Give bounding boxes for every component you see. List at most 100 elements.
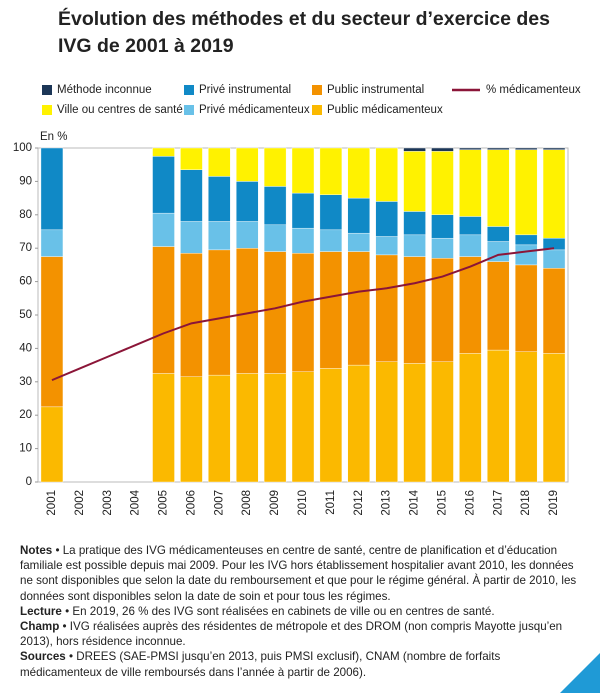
x-tick-label: 2017	[492, 490, 504, 516]
y-tick-label: 0	[26, 476, 32, 488]
bar-segment	[263, 186, 287, 226]
x-tick-label: 2015	[437, 490, 449, 516]
legend-swatch	[184, 105, 194, 115]
bar-segment	[208, 374, 231, 483]
bar-segment	[542, 249, 566, 269]
y-tick-label: 10	[19, 443, 32, 455]
legend-label: % médicamenteux	[486, 84, 581, 96]
bar-segment	[403, 147, 426, 152]
chart-title: Évolution des méthodes et du secteur d’e…	[58, 8, 550, 57]
x-tick-label: 2016	[464, 490, 476, 516]
bar-segment	[291, 371, 315, 483]
bar-segment	[459, 147, 482, 150]
bar-segment	[403, 151, 426, 212]
x-tick-label: 2018	[520, 490, 532, 516]
bar-segment	[487, 226, 510, 242]
note: Notes • La pratique des IVG médicamenteu…	[20, 543, 580, 604]
bar-segment	[347, 197, 370, 234]
y-axis-label: En %	[40, 131, 68, 143]
y-tick-label: 90	[19, 175, 32, 187]
legend-label: Ville ou centres de santé	[57, 104, 183, 116]
bar-segment	[208, 221, 231, 251]
bar-segment	[152, 156, 175, 214]
bar-segment	[514, 147, 538, 150]
legend-swatch	[312, 85, 322, 95]
bar-segment	[487, 261, 510, 351]
legend-label: Public instrumental	[327, 84, 424, 96]
bar-segment	[459, 234, 482, 257]
bar-segment	[431, 361, 454, 483]
legend-label: Privé médicamenteux	[199, 104, 310, 116]
y-tick-label: 80	[19, 209, 32, 221]
x-tick-label: 2006	[185, 490, 197, 516]
note-label: Notes	[20, 544, 53, 557]
bar-segment	[236, 147, 259, 182]
bar-segment	[263, 373, 287, 483]
legend-swatch	[312, 105, 322, 115]
bar-segment	[180, 376, 203, 483]
bar-segment	[514, 351, 538, 483]
y-tick-label: 70	[19, 242, 32, 254]
bar-segment	[542, 353, 566, 483]
bar-segment	[152, 246, 175, 374]
bar-segment	[180, 169, 203, 222]
bar-segment	[319, 229, 343, 252]
corner-decoration	[560, 653, 600, 693]
bar-segment	[180, 221, 203, 254]
bar-segment	[431, 214, 454, 239]
x-tick-label: 2011	[325, 490, 337, 515]
bar-segment	[459, 149, 482, 217]
bar-segment	[514, 244, 538, 266]
x-tick-label: 2001	[46, 490, 58, 516]
bar-segment	[263, 147, 287, 187]
bar-segment	[236, 181, 259, 222]
bar-segment	[180, 253, 203, 377]
bar-segment	[375, 254, 398, 362]
bar-segment	[514, 264, 538, 352]
bar-segment	[347, 147, 370, 199]
bar-segment	[208, 147, 231, 177]
bar-segment	[459, 216, 482, 236]
y-tick-label: 40	[19, 342, 32, 354]
bar-segment	[40, 406, 64, 483]
x-tick-label: 2004	[130, 489, 142, 515]
bar-segment	[263, 251, 287, 374]
y-tick-label: 50	[19, 309, 32, 321]
bar-segment	[236, 247, 259, 374]
x-tick-label: 2002	[74, 490, 86, 516]
bar-segment	[375, 236, 398, 256]
y-tick-label: 20	[19, 409, 32, 421]
chart: En % 0 10 20 30 40 50 60 70 80 90 100 2001 2002 2003 2…	[13, 84, 581, 516]
legend-label: Privé instrumental	[199, 84, 291, 96]
bar-segment	[40, 147, 64, 231]
bar-segment	[487, 147, 510, 150]
y-tick-label: 30	[19, 376, 32, 388]
bar-segment	[319, 147, 343, 195]
legend-swatch	[184, 85, 194, 95]
bar-segment	[291, 147, 315, 194]
y-tick-label: 60	[19, 276, 32, 288]
note: Champ • IVG réalisées auprès des résiden…	[20, 619, 580, 649]
note-text: • En 2019, 26 % des IVG sont réalisées e…	[61, 604, 495, 618]
x-tick-label: 2014	[409, 489, 421, 515]
bar-segment	[487, 349, 510, 483]
note-label: Lecture	[20, 604, 62, 618]
bar-segment	[403, 211, 426, 236]
bar-segment	[347, 232, 370, 252]
note: Lecture • En 2019, 26 % des IVG sont réa…	[20, 604, 580, 619]
bar-segment	[487, 149, 510, 227]
x-tick-label: 2012	[353, 490, 365, 516]
bar-segment	[514, 149, 538, 236]
bar-segment	[347, 251, 370, 366]
bar-segment	[291, 253, 315, 372]
corner-triangle	[560, 653, 600, 693]
bar-segment	[208, 176, 231, 222]
note-text: • IVG réalisées auprès des résidentes de…	[20, 620, 563, 649]
x-tick-label: 2007	[213, 490, 225, 516]
bar-segment	[431, 151, 454, 215]
bar-segment	[152, 212, 175, 247]
bar-segment	[319, 251, 343, 369]
bar-segment	[263, 224, 287, 252]
bar-segment	[403, 234, 426, 257]
